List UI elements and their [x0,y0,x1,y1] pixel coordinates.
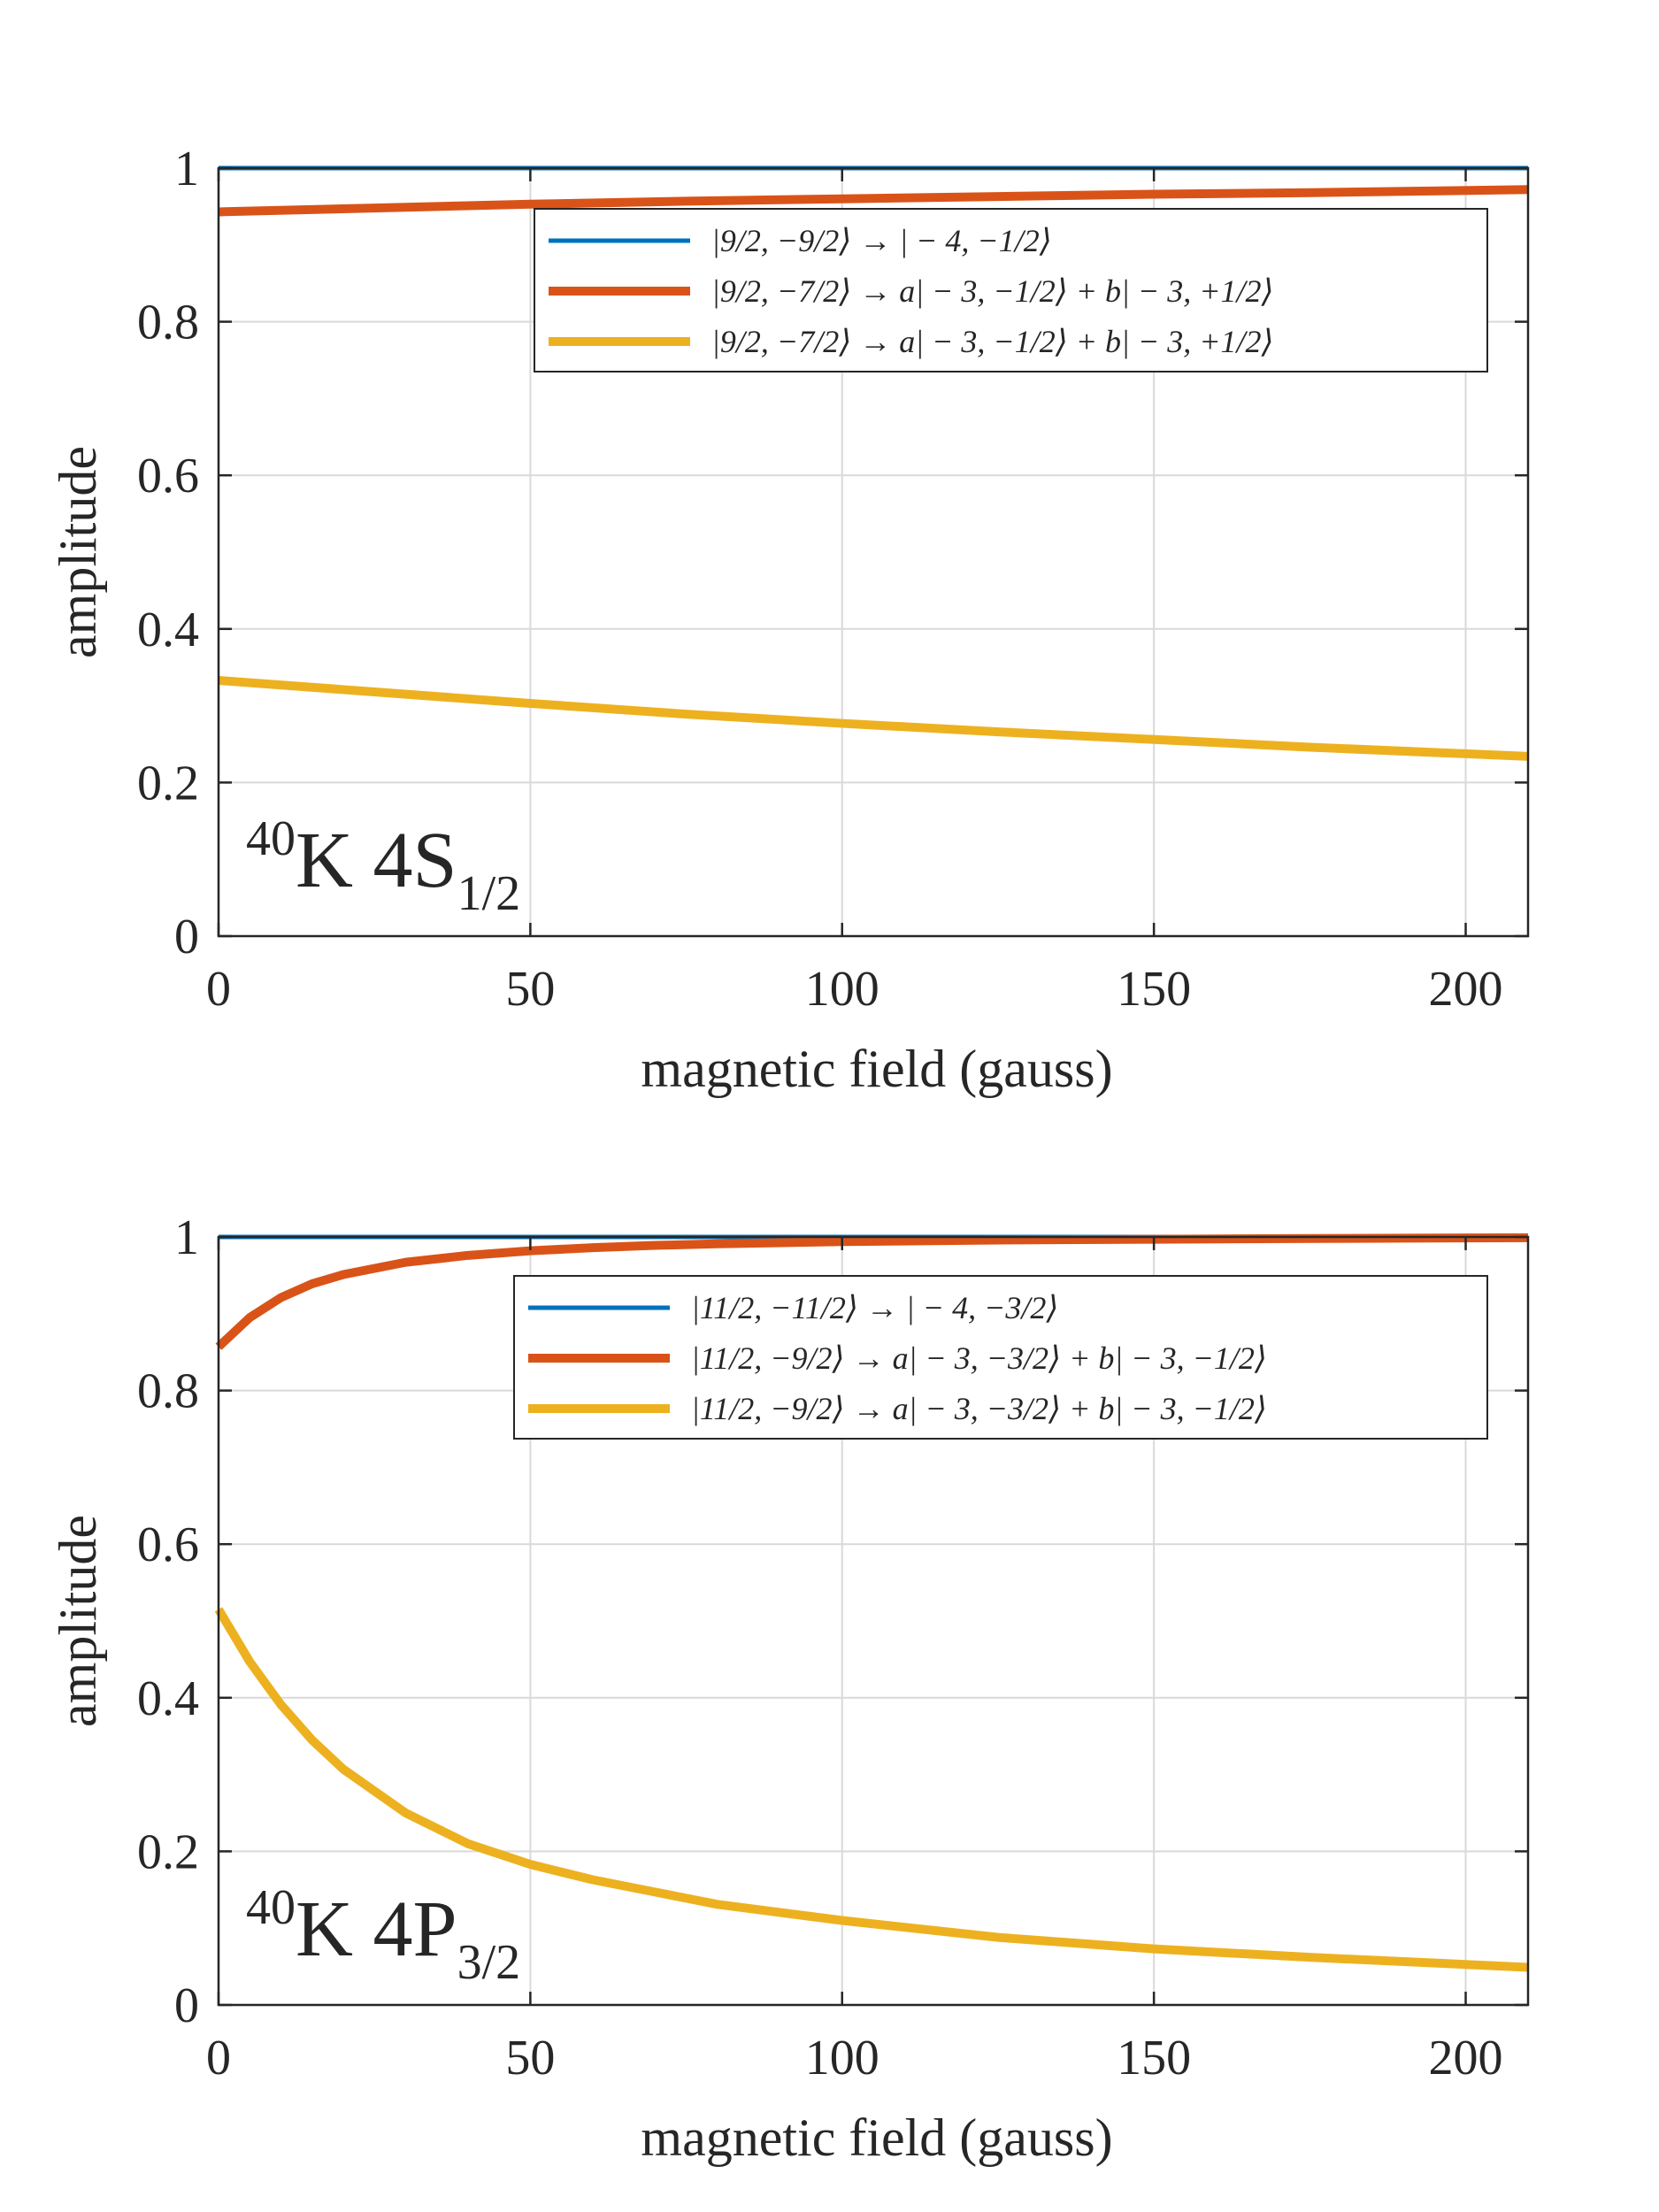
y-tick-label: 0.2 [137,756,199,810]
x-axis-label: magnetic field (gauss) [641,2108,1112,2167]
x-tick-label: 150 [1117,962,1191,1017]
x-tick-label: 0 [206,2031,231,2085]
y-tick-label: 0.4 [137,1671,199,1726]
legend-entry-2: |11/2, −9/2⟩ → a| − 3, −3/2⟩ + b| − 3, −… [691,1391,1267,1426]
legend-entry-1: |9/2, −7/2⟩ → a| − 3, −1/2⟩ + b| − 3, +1… [711,273,1274,309]
annotation-main: K 4P [296,1886,457,1973]
y-tick-label: 0.8 [137,1364,199,1419]
panel-annotation: 40K 4P3/2 [246,1880,520,1990]
chart-panel-top: 0 50 100 150 200 0 0.2 0.4 0.6 0.8 1 magnetic field… [49,142,1530,1098]
legend-box [513,1275,1488,1440]
legend-entry-2: |9/2, −7/2⟩ → a| − 3, −1/2⟩ + b| − 3, +1… [711,324,1274,359]
x-tick-label: 100 [805,2031,879,2085]
series-line-1 [215,1233,1529,1350]
annotation-subscript: 1/2 [457,866,521,921]
series-line-1 [218,185,1529,217]
series-line-2 [218,675,1529,761]
axes-box [217,166,1530,938]
y-tick-label: 0.6 [137,449,199,503]
legend-entry-0: |11/2, −11/2⟩ → | − 4, −3/2⟩ [691,1290,1058,1325]
y-tick-label: 0.6 [137,1517,199,1572]
y-tick-label: 0.2 [137,1824,199,1879]
y-tick-label: 1 [174,1210,199,1265]
axes-box [217,1235,1530,2007]
x-tick-label: 200 [1429,962,1503,1017]
annotation-superscript: 40 [246,1880,296,1935]
x-tick-label: 50 [505,2031,555,2085]
panel-annotation: 40K 4S1/2 [246,811,520,921]
y-tick-label: 0 [174,910,199,964]
y-tick-label: 0 [174,1978,199,2033]
legend-entry-1: |11/2, −9/2⟩ → a| − 3, −3/2⟩ + b| − 3, −… [691,1340,1267,1376]
legend-box [534,208,1488,373]
series-line-2 [214,1607,1529,1972]
x-tick-label: 200 [1429,2031,1503,2085]
annotation-subscript: 3/2 [457,1935,521,1990]
y-tick-label: 0.8 [137,296,199,350]
x-tick-label: 100 [805,962,879,1017]
y-axis-label: amplitude [49,1515,107,1727]
annotation-superscript: 40 [246,811,296,866]
y-axis-label: amplitude [49,446,107,658]
y-tick-label: 1 [174,142,199,196]
legend-entry-0: |9/2, −9/2⟩ → | − 4, −1/2⟩ [711,223,1052,258]
x-tick-label: 150 [1117,2031,1191,2085]
x-axis-label: magnetic field (gauss) [641,1040,1112,1098]
chart-panel-bottom: 0 50 100 150 200 0 0.2 0.4 0.6 0.8 1 magnetic field… [49,1210,1530,2167]
x-tick-label: 50 [505,962,555,1017]
annotation-main: K 4S [296,817,457,904]
x-tick-label: 0 [206,962,231,1017]
y-tick-label: 0.4 [137,603,199,657]
